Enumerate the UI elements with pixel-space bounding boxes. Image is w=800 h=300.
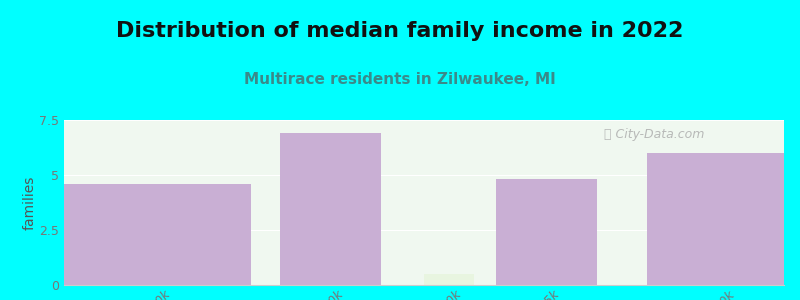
Bar xyxy=(647,153,784,285)
Bar xyxy=(64,184,251,285)
Bar xyxy=(496,179,597,285)
Text: Multirace residents in Zilwaukee, MI: Multirace residents in Zilwaukee, MI xyxy=(244,72,556,87)
Text: ⓘ City-Data.com: ⓘ City-Data.com xyxy=(604,128,704,141)
Y-axis label: families: families xyxy=(22,175,36,230)
Bar xyxy=(424,274,474,285)
Text: Distribution of median family income in 2022: Distribution of median family income in … xyxy=(116,21,684,41)
Bar xyxy=(280,133,381,285)
